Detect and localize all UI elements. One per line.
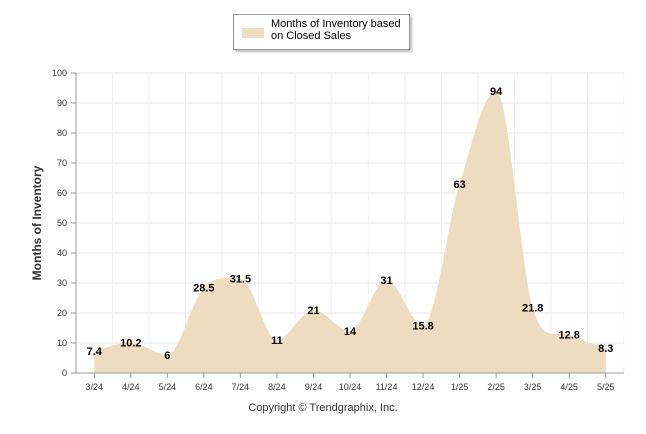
y-tick-label: 40 bbox=[57, 248, 67, 258]
x-tick-label: 8/24 bbox=[268, 382, 286, 392]
legend-label: Months of Inventory based on Closed Sale… bbox=[271, 18, 401, 42]
y-tick-label: 20 bbox=[57, 308, 67, 318]
data-label: 31 bbox=[380, 275, 392, 287]
y-tick-label: 30 bbox=[57, 278, 67, 288]
data-label: 21.8 bbox=[522, 303, 543, 315]
data-label: 31.5 bbox=[230, 274, 251, 286]
y-tick-label: 0 bbox=[62, 368, 67, 378]
x-tick-label: 12/24 bbox=[412, 382, 435, 392]
y-tick-label: 90 bbox=[57, 98, 67, 108]
data-label: 15.8 bbox=[412, 321, 433, 333]
data-label: 94 bbox=[490, 86, 503, 98]
x-tick-label: 11/24 bbox=[376, 382, 398, 392]
data-label: 7.4 bbox=[87, 346, 103, 358]
data-label: 6 bbox=[164, 350, 170, 362]
data-label: 28.5 bbox=[193, 283, 214, 295]
y-tick-label: 80 bbox=[57, 128, 67, 138]
x-tick-label: 4/24 bbox=[122, 382, 140, 392]
legend-swatch bbox=[242, 28, 264, 38]
copyright-text: Copyright © Trendgraphix, Inc. bbox=[248, 402, 398, 414]
data-label: 63 bbox=[453, 179, 465, 191]
x-tick-label: 5/24 bbox=[159, 382, 177, 392]
y-axis-title: Months of Inventory bbox=[30, 165, 44, 280]
x-tick-label: 1/25 bbox=[451, 382, 469, 392]
y-tick-label: 50 bbox=[57, 218, 67, 228]
x-tick-label: 10/24 bbox=[339, 382, 362, 392]
y-tick-label: 100 bbox=[52, 68, 67, 78]
data-label: 21 bbox=[307, 305, 319, 317]
x-tick-label: 6/24 bbox=[195, 382, 213, 392]
x-tick-label: 2/25 bbox=[487, 382, 505, 392]
x-tick-label: 9/24 bbox=[305, 382, 323, 392]
y-tick-label: 10 bbox=[57, 338, 67, 348]
data-label: 12.8 bbox=[558, 330, 579, 342]
x-tick-label: 7/24 bbox=[232, 382, 250, 392]
data-label: 14 bbox=[344, 326, 357, 338]
y-tick-label: 60 bbox=[57, 188, 67, 198]
data-label: 8.3 bbox=[598, 343, 613, 355]
x-tick-label: 4/25 bbox=[560, 382, 578, 392]
area-series bbox=[94, 91, 606, 373]
legend: Months of Inventory based on Closed Sale… bbox=[233, 14, 410, 50]
data-label: 10.2 bbox=[120, 337, 141, 349]
x-tick-label: 3/25 bbox=[524, 382, 542, 392]
x-tick-label: 5/25 bbox=[597, 382, 615, 392]
y-tick-label: 70 bbox=[57, 158, 67, 168]
data-label: 11 bbox=[271, 335, 283, 347]
x-tick-label: 3/24 bbox=[86, 382, 104, 392]
